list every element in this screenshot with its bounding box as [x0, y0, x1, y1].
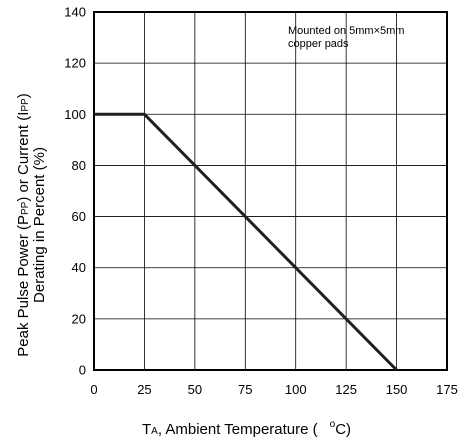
y-tick-label-5: 100	[64, 107, 86, 122]
x-axis-title: TA, Ambient Temperature ( oC)	[142, 419, 351, 438]
y-axis-title-line-1-sub-1: PP	[20, 201, 31, 215]
y-axis-title-line-1-prefix: Peak Pulse Power (P	[15, 215, 32, 357]
y-tick-label-2: 40	[72, 260, 86, 275]
plot-frame	[93, 11, 448, 371]
y-axis-title-line-1: Peak Pulse Power (PPP) or Current (IPP)	[15, 93, 32, 356]
x-tick-label-7: 175	[436, 382, 458, 397]
y-tick-label-0: 0	[79, 363, 86, 378]
x-tick-label-6: 150	[386, 382, 408, 397]
series-line	[94, 112, 398, 372]
x-tick-label-2: 50	[188, 382, 202, 397]
y-axis-title-line-1-mid: ) or Current (I	[15, 112, 32, 202]
annotation-line-2: copper pads	[288, 38, 349, 50]
x-tick-labels: 0 25 50 75 100 125 150 175	[90, 382, 457, 397]
x-axis-title-unit: C)	[335, 421, 351, 438]
y-tick-label-3: 60	[72, 209, 86, 224]
x-axis-title-prefix: T	[142, 421, 151, 438]
y-tick-label-6: 120	[64, 56, 86, 71]
x-tick-label-3: 75	[238, 382, 252, 397]
x-axis-degree-symbol: o	[330, 419, 336, 430]
y-axis-title-line-2: Derating in Percent (%)	[31, 147, 48, 303]
y-tick-label-4: 80	[72, 158, 86, 173]
x-axis-title-sub: A	[151, 426, 158, 437]
y-axis-title-line-1-end: )	[15, 93, 32, 98]
y-tick-label-7: 140	[64, 5, 86, 20]
annotation-line-1: Mounted on 5mm×5mm	[288, 25, 404, 37]
x-axis-title-text: , Ambient Temperature (	[158, 421, 318, 438]
grid-lines	[94, 12, 447, 370]
y-tick-labels: 0 20 40 60 80 100 120 140	[64, 5, 86, 378]
x-tick-label-0: 0	[90, 382, 97, 397]
x-tick-label-1: 25	[137, 382, 151, 397]
x-tick-label-5: 125	[335, 382, 357, 397]
y-axis-title-line-1-sub-2: PP	[20, 98, 31, 112]
x-tick-label-4: 100	[285, 382, 307, 397]
y-tick-label-1: 20	[72, 311, 86, 326]
y-axis-title: Peak Pulse Power (PPP) or Current (IPP) …	[15, 93, 48, 356]
